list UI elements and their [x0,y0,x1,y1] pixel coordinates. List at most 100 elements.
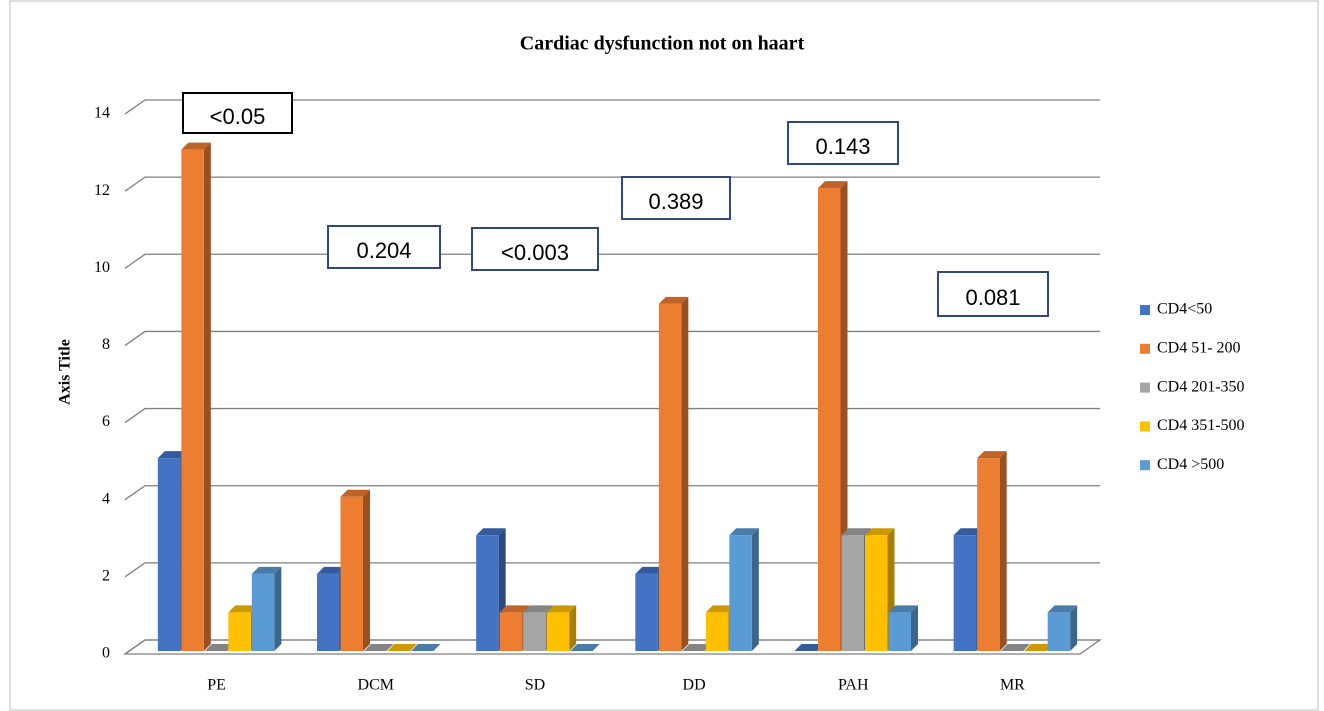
y-axis-title: Axis Title [57,339,74,405]
bar [340,489,370,651]
bar [794,644,824,651]
bar [251,566,282,651]
bar-side [681,296,689,651]
bar-top [499,605,530,613]
bar-top [228,605,258,613]
grid-line [124,253,1100,269]
bar-top [387,644,417,651]
bar-top [1000,644,1031,651]
grid-line [124,99,1100,115]
x-tick-label: SD [525,677,545,694]
bar-front [340,496,363,651]
legend-swatch [1140,421,1150,432]
annotation-box [787,121,899,165]
bar-top [157,451,188,459]
bar [682,644,712,651]
bar-side [999,451,1007,651]
bar-front [818,188,841,651]
bar-top [570,644,600,651]
legend-swatch [1140,382,1150,393]
annotation: 0.081 [965,285,1020,310]
y-tick-label: 8 [102,336,110,353]
annotation-box [471,227,599,271]
bar-top [841,528,871,536]
bar [546,605,577,651]
bar-top [251,566,282,574]
legend-swatch [1140,343,1150,354]
grid-line [124,176,1100,192]
bar-front [157,458,181,651]
legend-label: CD4 >500 [1157,456,1224,473]
legend-label: CD4 51- 200 [1157,339,1241,356]
bar-top [411,644,441,651]
annotation: <0.003 [501,240,569,265]
bar-top [729,528,759,536]
bar-front [476,535,499,651]
annotation-box [182,92,293,134]
x-tick-label: PAH [838,677,869,694]
x-tick-label: PE [207,677,226,694]
bar [977,451,1007,651]
bar-front [658,303,682,651]
legend-swatch [1140,305,1150,315]
bar-side [751,528,759,651]
bar-top [476,528,506,536]
bar-front [228,612,251,651]
floor [122,639,1103,655]
bar-side [363,489,370,651]
bar-top [523,605,553,613]
annotation-box [937,271,1049,317]
annotation: 0.204 [356,238,411,263]
annotation: 0.389 [648,189,703,214]
bar-top [953,528,984,536]
bar [888,605,918,651]
bar [1047,605,1078,651]
legend-label: CD4<50 [1157,301,1212,318]
x-tick-label: MR [1000,677,1025,694]
x-tick-label: DCM [358,677,394,694]
annotation-box [327,225,441,269]
bar-front [635,573,658,651]
bar [1024,644,1054,651]
y-tick-label: 14 [94,105,110,122]
bar [364,644,394,651]
bar-top [635,566,665,574]
bar-top [546,605,577,613]
annotation-box [621,176,731,220]
bar-front [865,535,888,651]
x-tick-label: DD [683,677,706,694]
bar-top [794,644,824,651]
bar-front [705,612,729,651]
bar-side [1070,605,1078,651]
legend-label: CD4 201-350 [1157,378,1245,395]
annotation: <0.05 [210,104,266,129]
bar [658,296,689,651]
bar-front [729,535,752,651]
y-tick-label: 4 [102,490,110,507]
grid-line [124,485,1100,501]
bar-top [181,142,211,150]
bar-top [340,489,370,497]
grid-line [124,407,1100,424]
grid-line [124,562,1100,578]
bar-top [705,605,736,613]
bar-front [953,535,977,651]
bar-front [977,458,1000,651]
y-tick-label: 0 [102,645,110,662]
bar-top [865,528,895,536]
bar-top [364,644,394,651]
bar-top [204,644,235,651]
bar-side [203,142,211,652]
bar-top [977,451,1007,459]
bar [181,142,211,652]
bar-front [251,573,275,651]
bar [729,528,759,651]
grid-line [124,330,1100,346]
bar-front [181,149,204,652]
bar-top [1024,644,1054,651]
bar-top [317,566,347,574]
y-tick-label: 2 [102,568,110,585]
bar-front [499,612,523,651]
y-tick-label: 12 [94,182,110,199]
